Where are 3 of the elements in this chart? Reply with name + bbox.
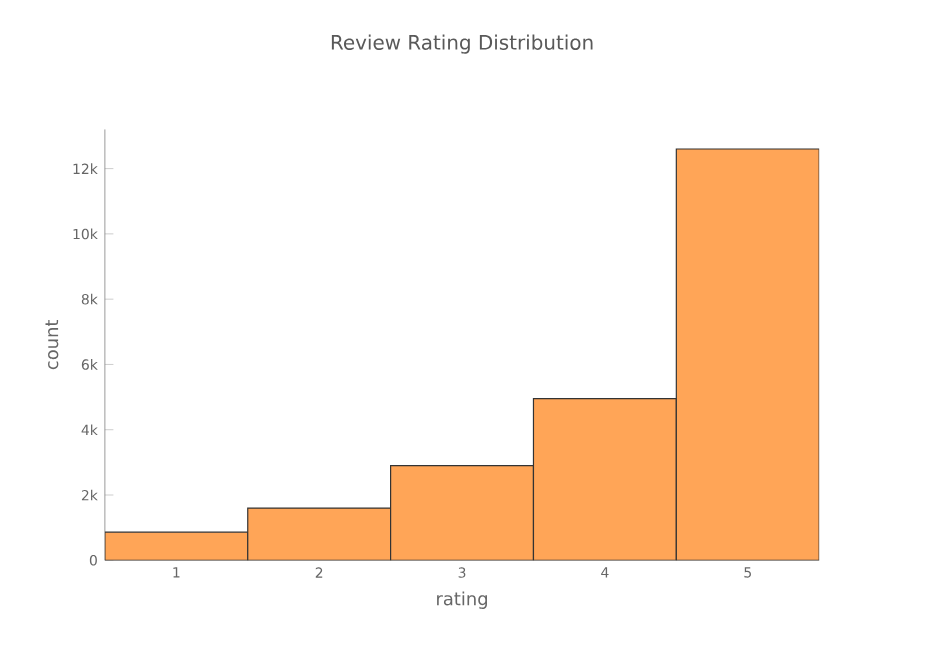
chart-title: Review Rating Distribution <box>331 34 593 54</box>
y-axis-title: count <box>45 319 59 370</box>
x-axis-title: rating <box>437 591 487 609</box>
